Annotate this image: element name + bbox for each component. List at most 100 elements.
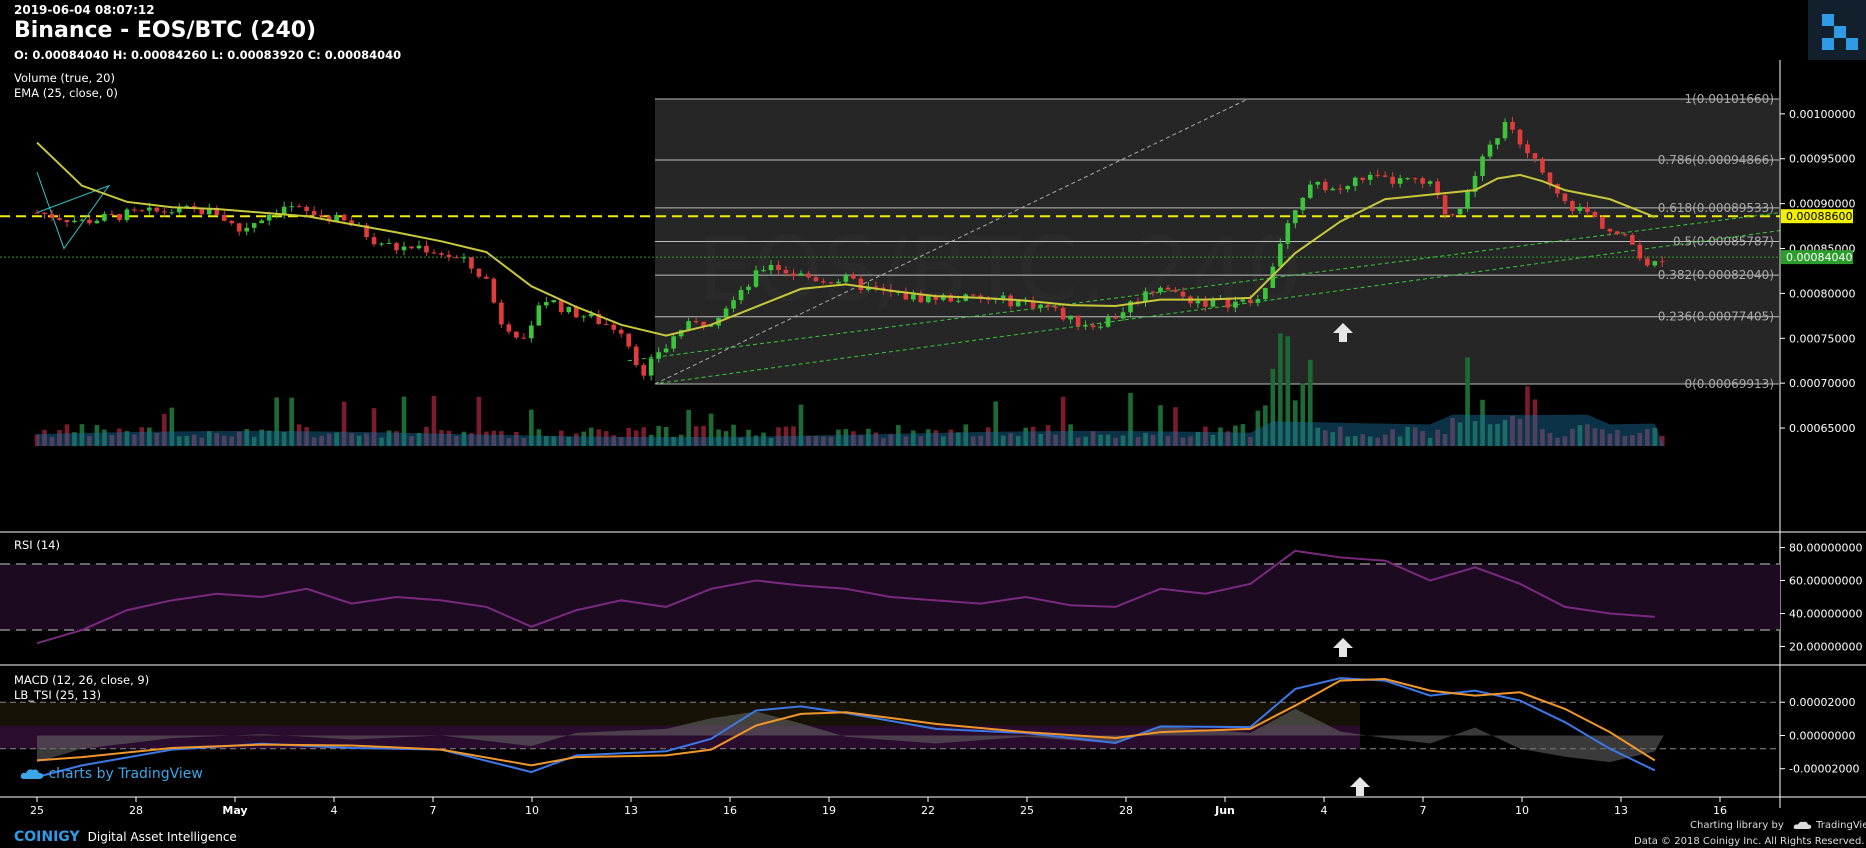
volume-bar [529,409,534,446]
tsi-indicator-label[interactable]: LB_TSI (25, 13) [14,688,101,702]
candle-body [881,287,886,290]
volume-bar [499,431,504,446]
candle-body [1008,295,1013,307]
candle-body [731,300,736,309]
candle-body [536,305,542,326]
candle-body [401,246,407,251]
volume-bar [581,431,587,446]
volume-bar [888,434,894,446]
volume-bar [184,435,190,446]
candle-body [686,321,691,331]
volume-bar [985,427,991,446]
volume-bar [1195,431,1201,446]
volume-bar [746,429,751,446]
macd-indicator-label[interactable]: MACD (12, 26, close, 9) [14,673,150,687]
candle-body [1015,301,1021,307]
volume-bar [72,432,77,446]
candle-body [1660,261,1665,263]
candle-body [326,216,332,222]
volume-bar [1450,417,1455,446]
cloud-icon [20,769,44,779]
volume-indicator-label[interactable]: Volume (true, 20) [14,71,115,85]
candle-body [289,206,294,208]
triangle-pattern [36,172,111,250]
volume-bar [806,435,811,446]
volume-bar [274,397,279,446]
volume-bar [236,431,242,446]
candle-body [206,208,212,215]
volume-bar [1023,427,1028,446]
volume-bar [663,426,669,446]
volume-bar [761,432,766,446]
volume-bar [416,433,422,446]
candle-body [236,223,242,232]
volume-bar [1412,427,1418,446]
candle-body [259,220,264,224]
candle-body [461,257,467,259]
coinigy-tagline: Digital Asset Intelligence [87,830,237,844]
candle-body [1285,223,1291,244]
volume-bar [409,436,414,446]
volume-bar [446,430,452,446]
volume-bar [506,437,512,446]
fib-level-label: 0.382(0.00082040) [1658,268,1774,282]
volume-bar [881,437,886,446]
volume-bar [1525,386,1530,446]
candle-body [431,252,437,254]
candle-body [843,275,849,282]
candle-body [1225,298,1231,308]
rsi-axis-label: 20.00000000 [1789,641,1862,654]
tradingview-badge[interactable]: charts by TradingView [20,766,203,782]
volume-bar [933,430,939,446]
candle-body [1173,289,1178,292]
candle-body [573,306,579,318]
volume-bar [1540,429,1545,446]
volume-bar [1188,436,1193,446]
macd-axis-label: 0.00000000 [1789,729,1855,742]
price-marker-box [1781,250,1853,265]
candle-body [1263,288,1268,300]
candle-body [1555,184,1560,194]
candle-body [858,278,864,290]
ohlc-readout: O: 0.00084040 H: 0.00084260 L: 0.0008392… [14,48,402,62]
volume-bar [1300,383,1306,446]
candle-body [1315,181,1321,185]
volume-bar [394,431,399,446]
time-axis-label: Jun [1214,804,1235,817]
candle-body [1652,261,1658,266]
fib-level-label: 1(0.00101660) [1684,92,1774,106]
chart-watermark: EOS/BTC, 240 [698,218,1303,321]
macd-histogram [37,708,1664,763]
candle-body [1322,181,1328,191]
volume-bar [1173,407,1178,446]
coinigy-logo-icon[interactable] [1808,0,1866,60]
candle-body [1098,326,1103,328]
price-axis-label: 0.00080000 [1789,287,1855,300]
volume-bar [573,433,579,446]
volume-bar [244,429,250,446]
candle-body [491,278,497,303]
candle-body [229,220,235,224]
price-axis-label: 0.00090000 [1789,198,1855,211]
time-axis-label: 10 [525,804,539,817]
candle-body [656,352,661,359]
candle-body [1427,181,1433,184]
rsi-indicator-label[interactable]: RSI (14) [14,538,60,552]
candle-body [304,206,309,211]
up-arrow-icon [1333,323,1353,342]
volume-bar [1293,400,1298,446]
time-axis-label: May [222,804,247,817]
candle-body [386,243,392,245]
volume-ma-area [37,414,1664,446]
volume-bar [1510,415,1515,446]
candle-body [1113,316,1118,319]
volume-bar [491,430,497,446]
candle-body [738,290,744,301]
volume-bar [1607,433,1613,446]
volume-bar [281,432,287,446]
volume-bar [776,427,781,446]
ema-indicator-label[interactable]: EMA (25, close, 0) [14,86,118,100]
candle-body [1517,129,1523,145]
candle-body [34,212,40,214]
